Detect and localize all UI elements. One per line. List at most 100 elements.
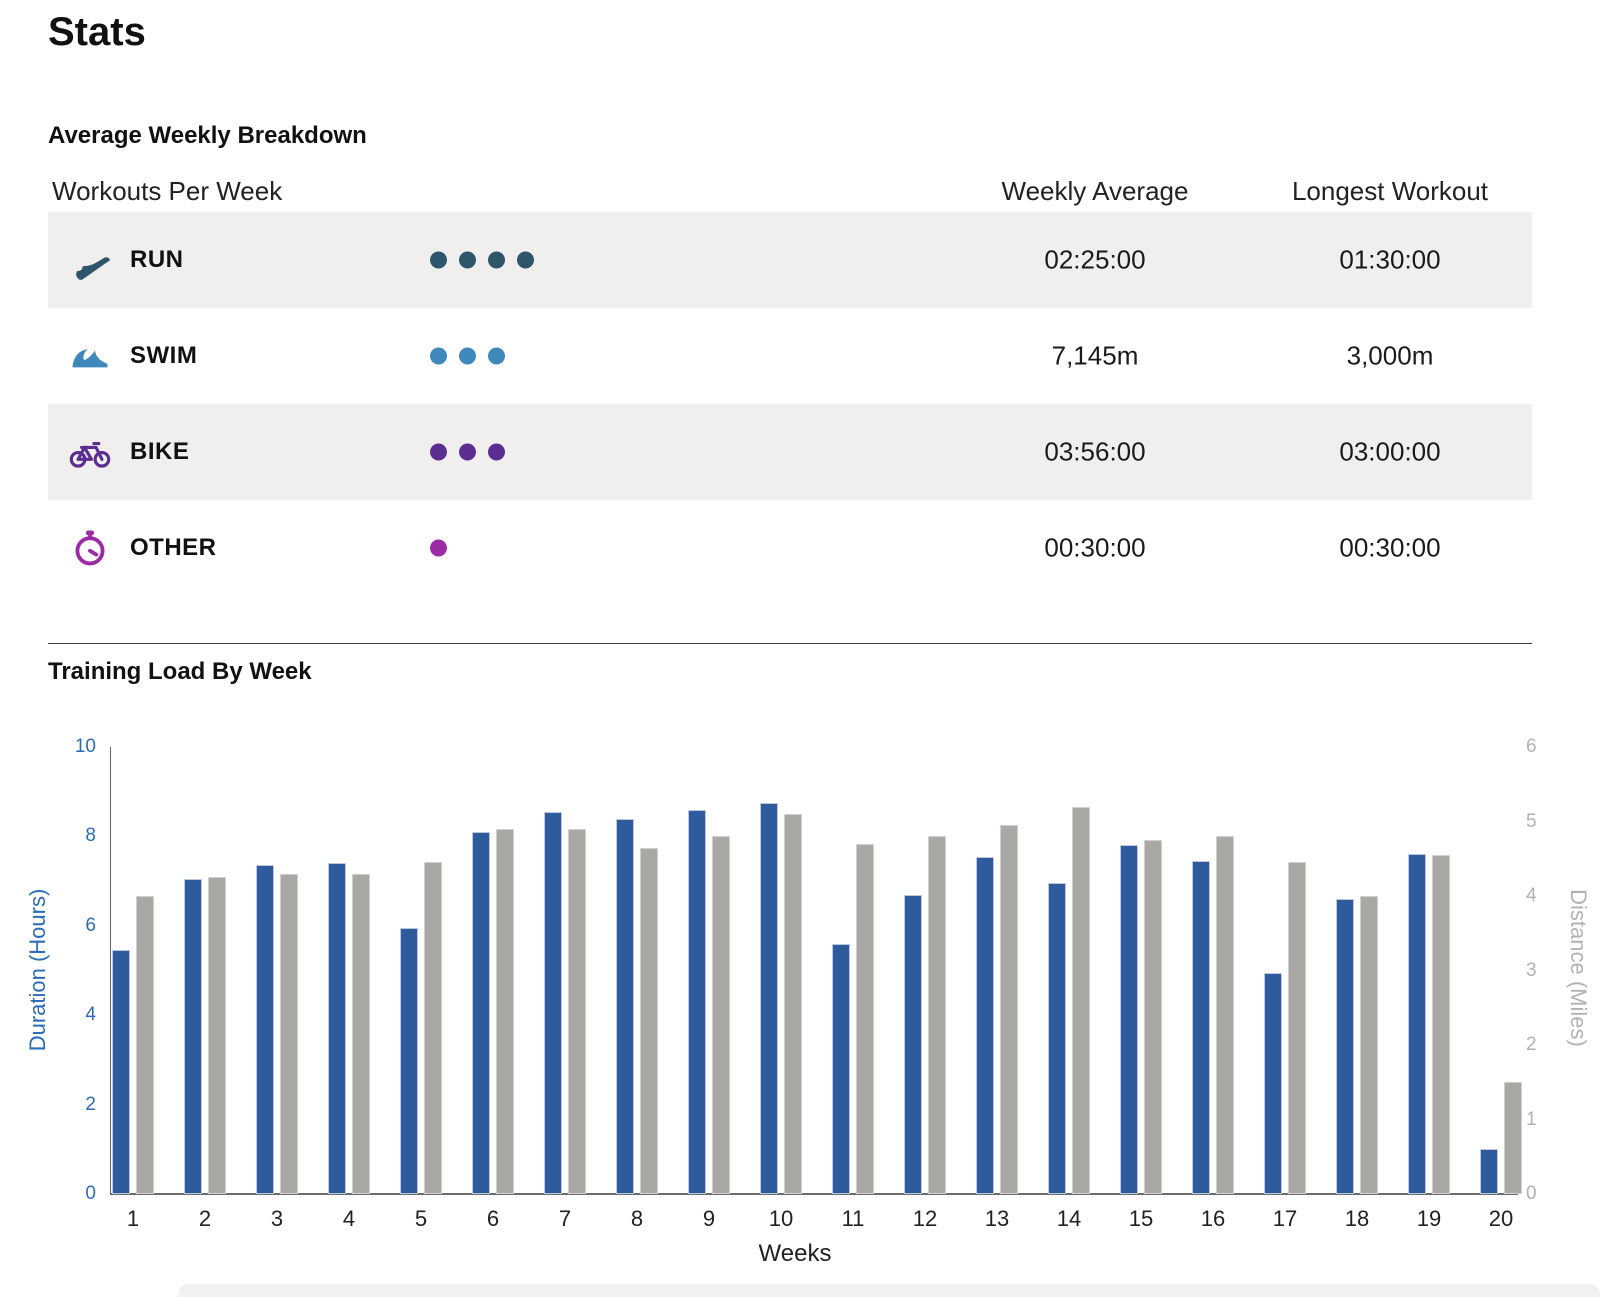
duration-bar [976,857,994,1194]
workout-dot [517,252,534,269]
distance-bar [424,862,442,1194]
duration-bar [1120,845,1138,1194]
week-tick-label: 8 [601,1206,673,1232]
right-axis-tick: 2 [1526,1034,1566,1056]
distance-bar [568,829,586,1194]
weekly-average-value: 00:30:00 [945,533,1245,564]
workouts-per-week-dots [430,252,546,269]
chart-title: Training Load By Week [48,658,312,686]
workouts-per-week-dots [430,444,517,461]
distance-bar [1216,836,1234,1194]
workout-dot [430,348,447,365]
duration-bar [1192,861,1210,1194]
distance-bar [280,874,298,1194]
stats-page: Stats Average Weekly Breakdown Workouts … [0,0,1600,1297]
workout-dot [459,252,476,269]
left-axis-tick: 10 [36,736,96,758]
duration-bar [256,865,274,1194]
right-axis-tick: 1 [1526,1109,1566,1131]
week-tick-label: 3 [241,1206,313,1232]
distance-bar [712,836,730,1194]
right-axis-tick: 6 [1526,736,1566,758]
duration-bar [832,944,850,1194]
distance-bar [208,877,226,1194]
week-tick-label: 7 [529,1206,601,1232]
week-tick-label: 14 [1033,1206,1105,1232]
week-tick-label: 12 [889,1206,961,1232]
table-row: OTHER00:30:0000:30:00 [48,500,1532,596]
distance-bar [1360,896,1378,1194]
swim-wave-icon [62,335,118,377]
workouts-per-week-dots [430,540,459,557]
left-axis-tick: 6 [36,915,96,937]
duration-bar [616,819,634,1194]
distance-bar [1000,825,1018,1194]
workout-dot [488,252,505,269]
week-tick-label: 13 [961,1206,1033,1232]
week-tick-label: 20 [1465,1206,1537,1232]
duration-bar [760,803,778,1194]
distance-bar [1144,840,1162,1194]
week-tick-label: 6 [457,1206,529,1232]
page-title: Stats [48,10,146,55]
column-header-longest-workout: Longest Workout [1240,176,1540,207]
sport-label: SWIM [130,342,197,370]
duration-bar [112,950,130,1194]
week-tick-label: 9 [673,1206,745,1232]
workout-dot [488,444,505,461]
table-row: SWIM7,145m3,000m [48,308,1532,404]
duration-bar [1408,854,1426,1194]
column-header-workouts: Workouts Per Week [52,176,282,207]
table-row: RUN02:25:0001:30:00 [48,212,1532,308]
longest-workout-value: 00:30:00 [1240,533,1540,564]
left-axis-tick: 2 [36,1094,96,1116]
sport-label: RUN [130,246,184,274]
table-row: BIKE03:56:0003:00:00 [48,404,1532,500]
column-header-weekly-average: Weekly Average [945,176,1245,207]
workout-dot [430,540,447,557]
right-axis-tick: 0 [1526,1183,1566,1205]
distance-bar [1504,1082,1522,1194]
duration-bar [544,812,562,1194]
longest-workout-value: 3,000m [1240,341,1540,372]
right-axis-tick: 3 [1526,960,1566,982]
distance-bar [496,829,514,1194]
right-axis-title: Distance (Miles) [1565,889,1591,1047]
breakdown-section-title: Average Weekly Breakdown [48,122,367,150]
duration-bar [472,832,490,1194]
distance-bar [1288,862,1306,1194]
x-axis-line [110,1193,1518,1195]
stopwatch-icon [62,527,118,569]
weekly-average-value: 7,145m [945,341,1245,372]
sport-label: OTHER [130,534,217,562]
duration-bar [688,810,706,1194]
week-tick-label: 18 [1321,1206,1393,1232]
workout-dot [430,444,447,461]
weekly-average-value: 03:56:00 [945,437,1245,468]
sport-label: BIKE [130,438,189,466]
week-tick-label: 17 [1249,1206,1321,1232]
y-axis-line [110,747,111,1194]
right-axis-tick: 4 [1526,885,1566,907]
week-tick-label: 10 [745,1206,817,1232]
left-axis-tick: 0 [36,1183,96,1205]
week-tick-label: 15 [1105,1206,1177,1232]
week-tick-label: 16 [1177,1206,1249,1232]
distance-bar [856,844,874,1194]
run-shoe-icon [62,239,118,281]
week-tick-label: 5 [385,1206,457,1232]
right-axis-tick: 5 [1526,811,1566,833]
longest-workout-value: 03:00:00 [1240,437,1540,468]
left-axis-tick: 8 [36,825,96,847]
average-weekly-breakdown-table: RUN02:25:0001:30:00SWIM7,145m3,000mBIKE0… [48,212,1532,596]
longest-workout-value: 01:30:00 [1240,245,1540,276]
week-tick-label: 11 [817,1206,889,1232]
week-tick-label: 1 [97,1206,169,1232]
distance-bar [1432,855,1450,1194]
distance-bar [352,874,370,1194]
duration-bar [1336,899,1354,1194]
duration-bar [400,928,418,1194]
duration-bar [184,879,202,1194]
duration-bar [328,863,346,1194]
section-divider [48,643,1532,644]
